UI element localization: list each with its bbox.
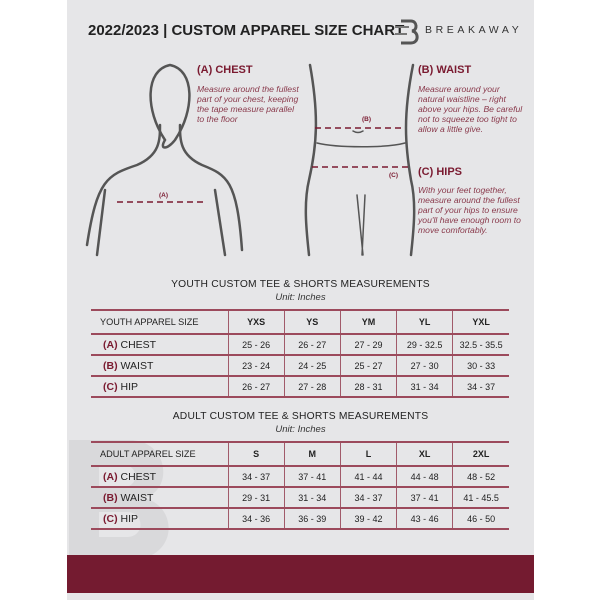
column-header: 2XL: [452, 442, 509, 466]
table-cell: 44 - 48: [396, 466, 453, 487]
row-label: (A) CHEST: [91, 334, 228, 355]
column-header: YXL: [452, 310, 509, 334]
table-cell: 41 - 45.5: [452, 487, 509, 508]
table-cell: 26 - 27: [227, 376, 285, 397]
youth-table-title: YOUTH CUSTOM TEE & SHORTS MEASUREMENTS: [171, 279, 430, 290]
adult-table-title: ADULT CUSTOM TEE & SHORTS MEASUREMENTS: [172, 411, 429, 422]
hips-outline-icon: [304, 63, 416, 257]
row-key: (A): [103, 470, 118, 483]
row-name: HIP: [120, 380, 139, 393]
waist-description: Measure around your natural waistline – …: [418, 84, 523, 134]
table-cell: 30 - 33: [452, 355, 509, 376]
waist-marker: (B): [362, 116, 372, 123]
row-key: (B): [103, 359, 118, 372]
column-header: YXS: [227, 310, 285, 334]
table-cell: 31 - 34: [283, 487, 341, 508]
column-header: S: [227, 442, 285, 466]
torso-outline-icon: [85, 63, 244, 257]
row-name: HIP: [120, 512, 139, 525]
table-cell: 29 - 31: [227, 487, 285, 508]
table-cell: 24 - 25: [283, 355, 341, 376]
table-cell: 31 - 34: [396, 376, 453, 397]
page-title: 2022/2023 | CUSTOM APPAREL SIZE CHART: [88, 22, 405, 39]
table-cell: 34 - 37: [227, 466, 285, 487]
column-header: YOUTH APPAREL SIZE: [100, 317, 199, 327]
row-label: (C) HIP: [91, 376, 228, 397]
chest-heading: (A) CHEST: [197, 64, 253, 76]
table-row: (C) HIP 26 - 27 27 - 28 28 - 31 31 - 34 34 - …: [91, 376, 509, 397]
brand-name: BREAKAWAY: [425, 24, 523, 36]
size-chart-page: 2022/2023 | CUSTOM APPAREL SIZE CHART BR…: [67, 0, 534, 600]
hips-heading: (C) HIPS: [418, 166, 462, 178]
table-row: (B) WAIST 29 - 31 31 - 34 34 - 37 37 - 41 41 …: [91, 487, 509, 508]
table-cell: 37 - 41: [283, 466, 341, 487]
waist-heading: (B) WAIST: [418, 64, 472, 76]
watermark-logo-icon: [69, 440, 169, 560]
table-cell: 34 - 37: [339, 487, 397, 508]
table-cell: 34 - 37: [452, 376, 509, 397]
table-cell: 34 - 36: [227, 508, 285, 529]
table-cell: 25 - 27: [339, 355, 397, 376]
table-row: (B) WAIST 23 - 24 24 - 25 25 - 27 27 - 30 30 …: [91, 355, 509, 376]
table-cell: 29 - 32.5: [396, 334, 453, 355]
row-label: (B) WAIST: [91, 355, 228, 376]
column-header: XL: [396, 442, 453, 466]
table-cell: 23 - 24: [227, 355, 285, 376]
row-name: CHEST: [120, 338, 157, 351]
column-header: M: [283, 442, 341, 466]
row-key: (A): [103, 338, 118, 351]
table-row: (A) CHEST 34 - 37 37 - 41 41 - 44 44 - 48 48 …: [91, 466, 509, 487]
table-cell: 46 - 50: [452, 508, 509, 529]
hips-marker: (C): [389, 172, 399, 179]
table-header-row: YOUTH APPAREL SIZE YXS YS YM YL YXL: [91, 310, 509, 334]
measure-lines: [117, 127, 412, 203]
table-cell: 36 - 39: [283, 508, 341, 529]
column-header: ADULT APPAREL SIZE: [100, 449, 196, 459]
row-name: WAIST: [120, 491, 154, 504]
row-key: (C): [103, 380, 118, 393]
table-cell: 39 - 42: [339, 508, 397, 529]
table-cell: 43 - 46: [396, 508, 453, 529]
row-name: CHEST: [120, 470, 157, 483]
breakaway-logo-icon: [395, 19, 419, 45]
table-header-row: ADULT APPAREL SIZE S M L XL 2XL: [91, 442, 509, 466]
chest-description: Measure around the fullest part of your …: [197, 84, 299, 124]
table-cell: 28 - 31: [339, 376, 397, 397]
table-cell: 32.5 - 35.5: [452, 334, 509, 355]
table-cell: 41 - 44: [339, 466, 397, 487]
body-figures: [85, 63, 416, 257]
row-label: (C) HIP: [91, 508, 228, 529]
row-label: (B) WAIST: [91, 487, 228, 508]
column-header: YM: [339, 310, 397, 334]
row-key: (C): [103, 512, 118, 525]
table-cell: 37 - 41: [396, 487, 453, 508]
row-name: WAIST: [120, 359, 154, 372]
table-cell: 25 - 26: [227, 334, 285, 355]
row-label: (A) CHEST: [91, 466, 228, 487]
table-cell: 48 - 52: [452, 466, 509, 487]
column-header: YL: [396, 310, 453, 334]
youth-table-unit: Unit: Inches: [275, 292, 326, 303]
adult-table-unit: Unit: Inches: [275, 424, 326, 435]
adult-size-table: ADULT APPAREL SIZE S M L XL 2XL (A) CHES…: [91, 441, 509, 530]
table-row: (C) HIP 34 - 36 36 - 39 39 - 42 43 - 46 46 - …: [91, 508, 509, 529]
youth-size-table: YOUTH APPAREL SIZE YXS YS YM YL YXL (A) …: [91, 309, 509, 398]
table-cell: 27 - 29: [339, 334, 397, 355]
column-header: YS: [283, 310, 341, 334]
hips-description: With your feet together, measure around …: [418, 185, 521, 235]
column-header: L: [339, 442, 397, 466]
table-cell: 26 - 27: [283, 334, 341, 355]
table-cell: 27 - 30: [396, 355, 453, 376]
table-row: (A) CHEST 25 - 26 26 - 27 27 - 29 29 - 32.5 3…: [91, 334, 509, 355]
row-key: (B): [103, 491, 118, 504]
table-cell: 27 - 28: [283, 376, 341, 397]
chest-marker: (A): [159, 192, 169, 199]
footer-band: [67, 555, 534, 593]
